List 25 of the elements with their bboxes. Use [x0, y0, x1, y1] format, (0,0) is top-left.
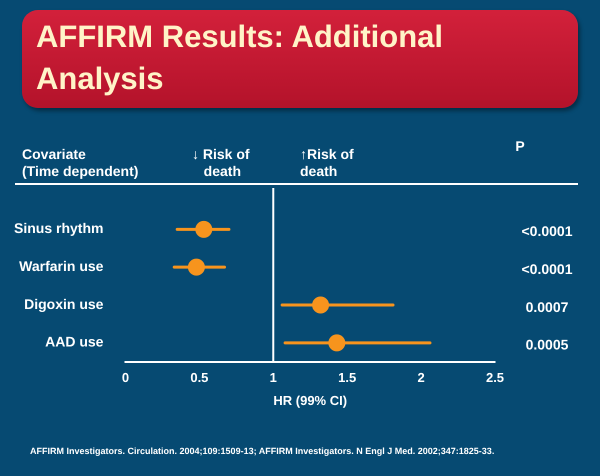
- x-tick-label: 2.5: [486, 370, 504, 386]
- point: [312, 296, 330, 314]
- text: ↓ Risk of death: [192, 146, 250, 180]
- x-tick-label: 1: [270, 370, 277, 386]
- y-axis-title: Covariate (Time dependent): [22, 146, 138, 180]
- x-tick-label: 0.5: [190, 370, 208, 386]
- point: [195, 220, 212, 238]
- text: <0.0001: [522, 261, 573, 278]
- y-tick-label: Digoxin use: [24, 296, 104, 312]
- text: ↑Risk of death: [300, 146, 354, 180]
- y-tick-label: Sinus rhythm: [14, 220, 104, 236]
- text: <0.0001: [522, 223, 573, 240]
- x-tick-label: 2: [417, 370, 425, 386]
- text: 0.0005: [526, 336, 569, 353]
- point: [188, 258, 205, 276]
- y-tick-label: Warfarin use: [19, 258, 104, 274]
- point: [328, 334, 346, 352]
- chart-title: AFFIRM Results: Additional Analysis: [36, 18, 444, 98]
- text: 0.0007: [526, 298, 569, 315]
- x-tick-label: 1.5: [338, 370, 356, 386]
- text: P: [514, 138, 526, 155]
- y-tick-label: AAD use: [45, 334, 104, 350]
- x-tick-label: 0: [122, 370, 130, 386]
- text: AFFIRM Investigators. Circulation. 2004;109:1509-13; AFFIRM Investigators. N Engl J Med. 2002;347:1825-33.: [30, 446, 494, 456]
- x-axis-title: HR (99% CI): [273, 392, 348, 408]
